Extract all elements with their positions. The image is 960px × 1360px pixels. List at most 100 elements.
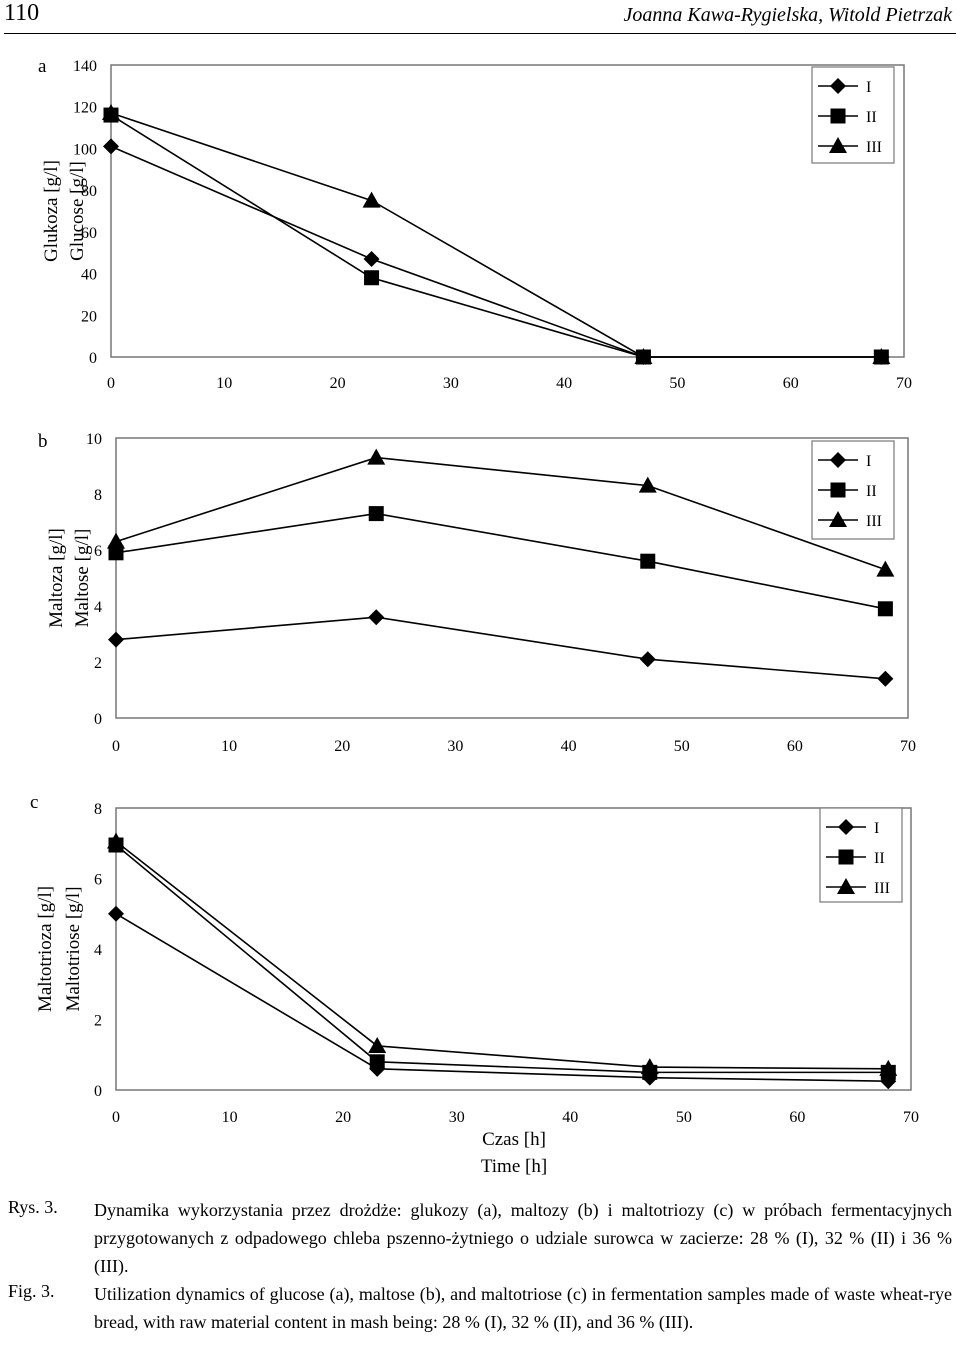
data-point-I xyxy=(877,670,894,687)
y-tick-label: 4 xyxy=(94,942,102,959)
data-point-III xyxy=(640,1058,659,1075)
y-tick-label: 2 xyxy=(94,655,102,672)
legend-marker-II xyxy=(830,108,846,124)
y-tick-label: 6 xyxy=(94,872,102,889)
data-point-III xyxy=(107,832,125,849)
y-tick-label: 6 xyxy=(94,543,102,560)
y-tick-label: 0 xyxy=(89,350,97,367)
x-tick-label: 40 xyxy=(556,375,572,392)
data-point-II xyxy=(364,270,380,286)
legend-marker-I xyxy=(830,452,846,468)
legend-marker-III xyxy=(829,511,847,527)
y-tick-label: 140 xyxy=(73,58,97,75)
y-tick-label: 4 xyxy=(94,599,102,616)
plot-frame xyxy=(115,437,909,719)
x-tick-label: 70 xyxy=(896,375,912,392)
legend-marker-I xyxy=(830,78,846,94)
y-tick-label: 40 xyxy=(81,267,97,284)
data-point-III xyxy=(634,348,653,364)
legend-label-II: II xyxy=(874,850,885,867)
x-tick-label: 10 xyxy=(221,738,237,755)
series-line-III xyxy=(110,112,882,358)
series-line-I xyxy=(110,145,882,358)
panel-label: b xyxy=(38,431,48,452)
y-tick-label: 20 xyxy=(81,308,97,325)
data-point-III xyxy=(876,560,895,577)
caption-text-pl: Dynamika wykorzystania przez drożdże: gl… xyxy=(94,1200,952,1276)
y-tick-label: 8 xyxy=(94,487,102,504)
page-number: 110 xyxy=(4,0,40,26)
x-tick-label: 30 xyxy=(449,1109,465,1126)
y-tick-label: 8 xyxy=(94,801,102,818)
data-point-III xyxy=(872,348,891,364)
x-tick-label: 70 xyxy=(900,738,916,755)
x-tick-label: 0 xyxy=(107,375,115,392)
series-line-II xyxy=(115,512,886,610)
data-point-II xyxy=(368,506,384,522)
x-tick-label: 50 xyxy=(674,738,690,755)
x-tick-label: 60 xyxy=(789,1109,805,1126)
y-tick-label: 10 xyxy=(86,431,102,448)
y-tick-label: 0 xyxy=(94,711,102,728)
series-line-III xyxy=(115,456,886,571)
legend-label-I: I xyxy=(866,453,871,470)
x-tick-label: 60 xyxy=(783,375,799,392)
y-axis-label-pl: Maltotrioza [g/l] xyxy=(35,886,56,1012)
y-tick-label: 80 xyxy=(81,183,97,200)
x-tick-label: 0 xyxy=(112,738,120,755)
data-point-II xyxy=(108,545,124,561)
series-line-III xyxy=(115,840,889,1070)
data-point-I xyxy=(363,250,380,267)
caption-label-en: Fig. 3. xyxy=(8,1281,55,1301)
x-tick-label: 70 xyxy=(903,1109,919,1126)
legend-marker-III xyxy=(837,878,855,894)
data-point-I xyxy=(108,631,124,648)
legend-label-III: III xyxy=(866,513,882,530)
x-tick-label: 20 xyxy=(335,1109,351,1126)
y-tick-label: 120 xyxy=(73,100,97,117)
legend-marker-II xyxy=(838,849,854,865)
x-tick-label: 20 xyxy=(334,738,350,755)
panel-label: a xyxy=(38,56,47,77)
series-line-I xyxy=(115,913,889,1082)
data-point-III xyxy=(638,476,657,493)
x-axis-label-en: Time [h] xyxy=(481,1156,547,1177)
series-line-II xyxy=(115,844,889,1074)
legend-box xyxy=(811,66,895,164)
x-tick-label: 30 xyxy=(447,738,463,755)
chart-panel-b: b 0 2 4 6 8 10 0 10 20 30 40 50 60 70 Maltoza [g/l] Malt… xyxy=(38,431,916,755)
x-tick-label: 50 xyxy=(676,1109,692,1126)
panel-label: c xyxy=(30,792,38,813)
y-tick-label: 100 xyxy=(73,141,97,158)
legend-label-I: I xyxy=(866,79,871,96)
legend-label-I: I xyxy=(874,820,879,837)
data-point-III xyxy=(107,532,125,549)
chart-panel-c: c 0 2 4 6 8 0 10 20 30 40 50 60 70 Maltotrioza [g/l] Ma… xyxy=(30,792,919,1177)
chart-panel-a: a 0 20 40 60 80 100 120 140 0 10 20 30 40 50 60 70 Glukoz… xyxy=(38,56,912,392)
header-rule xyxy=(4,33,956,34)
data-point-I xyxy=(103,138,119,155)
data-point-I xyxy=(108,905,124,922)
legend-marker-III xyxy=(829,137,847,153)
data-point-II xyxy=(369,1054,385,1070)
y-tick-label: 0 xyxy=(94,1083,102,1100)
caption-text-en: Utilization dynamics of glucose (a), mal… xyxy=(94,1284,952,1332)
data-point-II xyxy=(640,553,656,569)
legend-label-II: II xyxy=(866,109,877,126)
data-point-I xyxy=(639,651,656,668)
legend-label-III: III xyxy=(874,880,890,897)
y-axis-label-en: Glucose [g/l] xyxy=(67,161,88,261)
x-tick-label: 0 xyxy=(112,1109,120,1126)
data-point-III xyxy=(368,1036,387,1053)
page-header: 110 Joanna Kawa-Rygielska, Witold Pietrz… xyxy=(0,0,960,34)
legend-label-III: III xyxy=(866,139,882,156)
data-point-III xyxy=(879,1059,898,1076)
y-axis-label-pl: Glukoza [g/l] xyxy=(41,160,62,262)
x-tick-label: 60 xyxy=(787,738,803,755)
x-tick-label: 20 xyxy=(330,375,346,392)
series-line-I xyxy=(115,616,886,680)
data-point-III xyxy=(102,103,120,120)
